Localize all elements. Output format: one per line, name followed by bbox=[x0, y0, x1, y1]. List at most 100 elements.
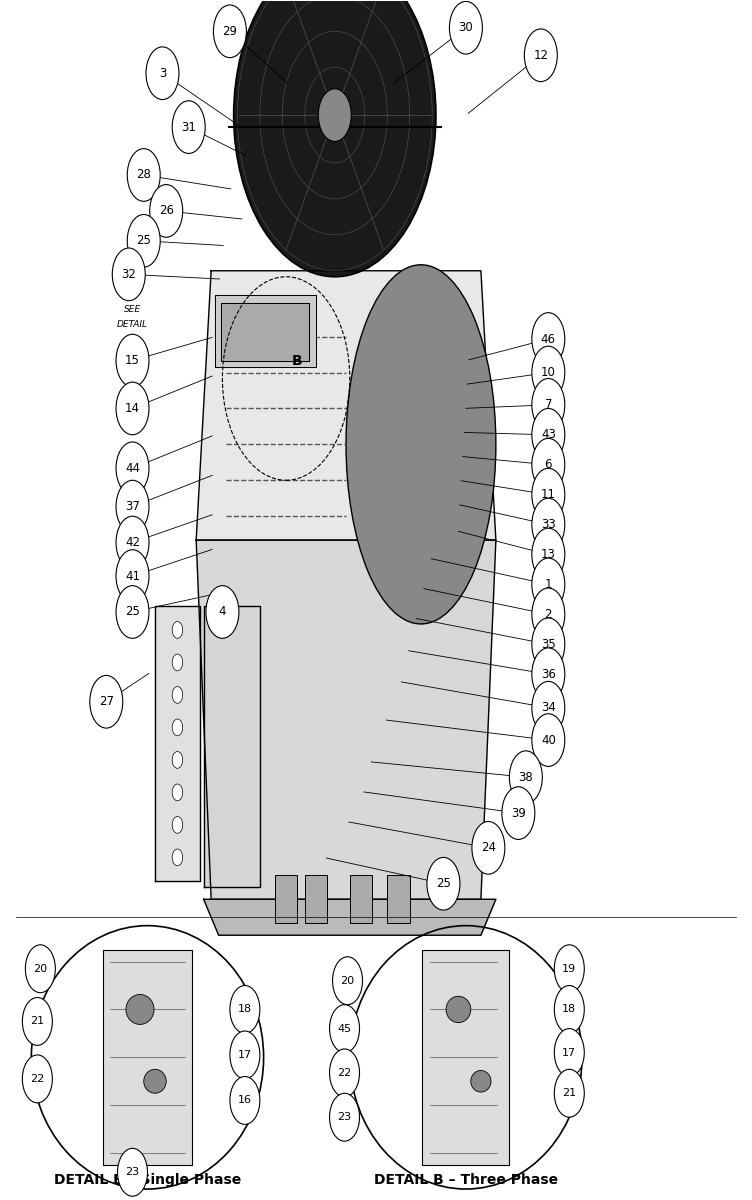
Circle shape bbox=[230, 1076, 260, 1124]
Circle shape bbox=[532, 378, 565, 431]
Ellipse shape bbox=[346, 265, 496, 624]
Circle shape bbox=[127, 215, 160, 268]
Bar bbox=[350, 875, 372, 923]
Circle shape bbox=[172, 719, 183, 736]
Text: 3: 3 bbox=[159, 67, 166, 79]
Circle shape bbox=[532, 588, 565, 641]
Text: 23: 23 bbox=[338, 1112, 352, 1122]
Text: 46: 46 bbox=[541, 332, 556, 346]
Text: 11: 11 bbox=[541, 488, 556, 502]
Text: 29: 29 bbox=[223, 25, 238, 38]
Text: 19: 19 bbox=[562, 964, 576, 973]
Text: 45: 45 bbox=[338, 1024, 352, 1033]
Circle shape bbox=[116, 550, 149, 602]
Text: 2: 2 bbox=[544, 608, 552, 620]
Circle shape bbox=[329, 1049, 359, 1097]
Text: 27: 27 bbox=[99, 695, 114, 708]
Polygon shape bbox=[155, 606, 200, 881]
Bar bbox=[423, 949, 508, 1165]
Text: 44: 44 bbox=[125, 462, 140, 475]
Text: 17: 17 bbox=[238, 1050, 252, 1060]
Bar bbox=[305, 875, 327, 923]
Polygon shape bbox=[204, 606, 260, 887]
Circle shape bbox=[230, 985, 260, 1033]
Text: 10: 10 bbox=[541, 366, 556, 379]
Text: 42: 42 bbox=[125, 536, 140, 550]
Text: "B": "B" bbox=[126, 336, 140, 344]
Polygon shape bbox=[196, 540, 496, 899]
Text: 34: 34 bbox=[541, 701, 556, 714]
Text: 17: 17 bbox=[562, 1048, 576, 1057]
Circle shape bbox=[172, 654, 183, 671]
Text: 31: 31 bbox=[181, 120, 196, 133]
Text: 16: 16 bbox=[238, 1096, 252, 1105]
Polygon shape bbox=[221, 304, 308, 360]
Circle shape bbox=[502, 787, 535, 840]
Text: 21: 21 bbox=[30, 1016, 44, 1026]
Circle shape bbox=[318, 89, 351, 142]
Circle shape bbox=[532, 528, 565, 581]
Text: 33: 33 bbox=[541, 518, 556, 532]
Text: 22: 22 bbox=[30, 1074, 44, 1084]
Circle shape bbox=[116, 516, 149, 569]
Circle shape bbox=[146, 47, 179, 100]
Circle shape bbox=[230, 1031, 260, 1079]
Polygon shape bbox=[215, 295, 316, 366]
Polygon shape bbox=[204, 899, 496, 935]
Text: 18: 18 bbox=[562, 1004, 576, 1014]
Text: DETAIL: DETAIL bbox=[117, 320, 148, 329]
Circle shape bbox=[116, 586, 149, 638]
Circle shape bbox=[89, 676, 123, 728]
Text: 25: 25 bbox=[125, 606, 140, 618]
Circle shape bbox=[554, 1028, 584, 1076]
Text: 30: 30 bbox=[459, 22, 473, 35]
Circle shape bbox=[26, 944, 56, 992]
Text: 43: 43 bbox=[541, 428, 556, 442]
Text: 21: 21 bbox=[562, 1088, 576, 1098]
Circle shape bbox=[172, 686, 183, 703]
Circle shape bbox=[554, 1069, 584, 1117]
Text: 39: 39 bbox=[511, 806, 526, 820]
Circle shape bbox=[554, 985, 584, 1033]
Circle shape bbox=[117, 1148, 147, 1196]
Text: 25: 25 bbox=[436, 877, 451, 890]
Circle shape bbox=[23, 997, 53, 1045]
Text: 20: 20 bbox=[341, 976, 355, 985]
Circle shape bbox=[427, 858, 460, 910]
Text: 15: 15 bbox=[125, 354, 140, 367]
Text: 36: 36 bbox=[541, 667, 556, 680]
Text: B: B bbox=[292, 354, 302, 367]
Circle shape bbox=[532, 313, 565, 365]
Circle shape bbox=[116, 442, 149, 494]
Circle shape bbox=[532, 468, 565, 521]
Text: 23: 23 bbox=[126, 1168, 140, 1177]
Circle shape bbox=[329, 1004, 359, 1052]
Circle shape bbox=[234, 0, 436, 277]
Text: 7: 7 bbox=[544, 398, 552, 412]
Text: 25: 25 bbox=[136, 234, 151, 247]
Circle shape bbox=[332, 956, 362, 1004]
Text: 37: 37 bbox=[125, 500, 140, 514]
Circle shape bbox=[206, 586, 239, 638]
Circle shape bbox=[532, 498, 565, 551]
Circle shape bbox=[509, 751, 542, 804]
Circle shape bbox=[532, 714, 565, 767]
Circle shape bbox=[532, 408, 565, 461]
Text: 1: 1 bbox=[544, 578, 552, 590]
Circle shape bbox=[23, 1055, 53, 1103]
Text: 38: 38 bbox=[518, 770, 533, 784]
Circle shape bbox=[172, 101, 205, 154]
Text: DETAIL B – Three Phase: DETAIL B – Three Phase bbox=[374, 1172, 558, 1187]
Text: 24: 24 bbox=[481, 841, 496, 854]
Circle shape bbox=[532, 682, 565, 734]
Ellipse shape bbox=[144, 1069, 166, 1093]
Text: DETAIL B – Single Phase: DETAIL B – Single Phase bbox=[54, 1172, 241, 1187]
Circle shape bbox=[172, 850, 183, 865]
Text: 22: 22 bbox=[338, 1068, 352, 1078]
Circle shape bbox=[172, 751, 183, 768]
Ellipse shape bbox=[446, 996, 471, 1022]
Circle shape bbox=[172, 784, 183, 800]
Text: 28: 28 bbox=[136, 168, 151, 181]
Circle shape bbox=[472, 822, 505, 874]
Circle shape bbox=[116, 335, 149, 386]
